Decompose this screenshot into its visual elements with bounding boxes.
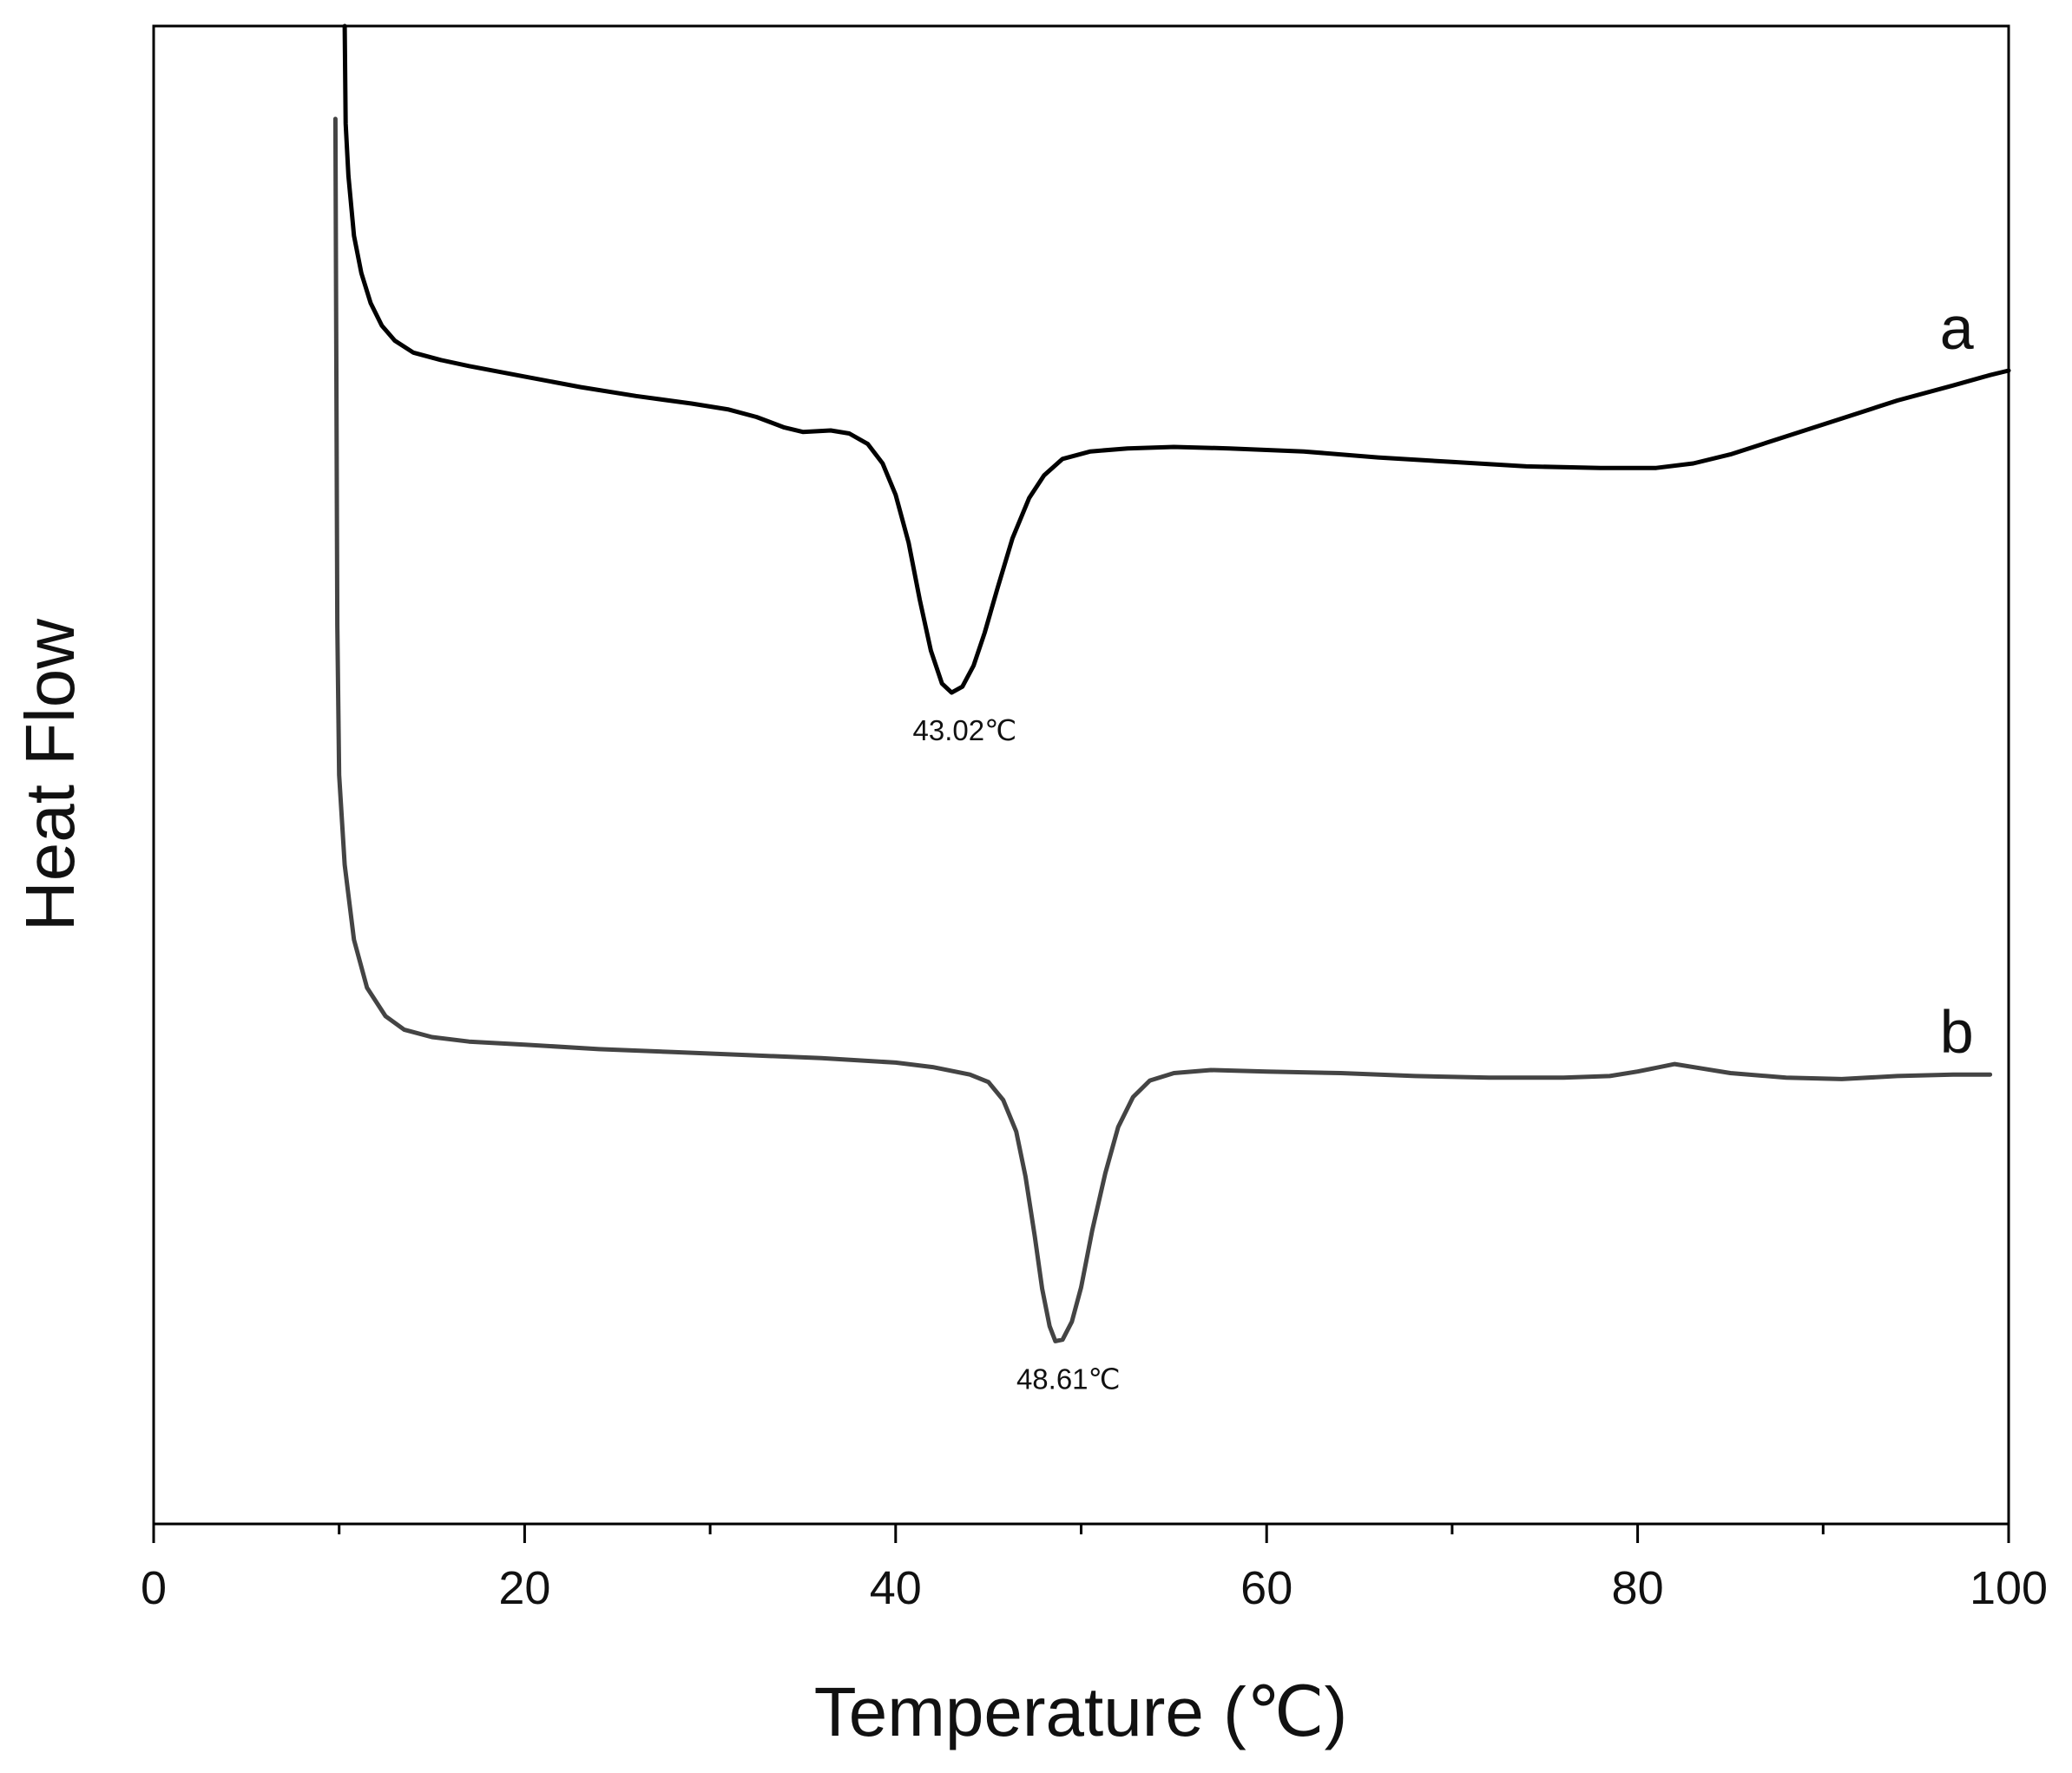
x-tick-label: 0: [141, 1562, 167, 1614]
series-line-a: [342, 23, 2011, 695]
x-tick-label: 100: [1970, 1562, 2048, 1614]
label-layer: a b 43.02℃ 48.61℃: [913, 294, 1974, 1395]
x-axis: 0 20 40 60 80 100: [141, 1524, 2048, 1614]
peak-label: 48.61℃: [1016, 1363, 1121, 1395]
series-label-a: a: [1940, 294, 1974, 362]
series-line-b: [332, 116, 1993, 1343]
x-tick-label: 40: [870, 1562, 922, 1614]
y-axis-title: Heat Flow: [11, 619, 89, 931]
series-layer: [332, 23, 2011, 1343]
series-label-b: b: [1940, 998, 1974, 1066]
x-tick-label: 20: [498, 1562, 550, 1614]
peak-label: 43.02℃: [913, 714, 1017, 746]
x-tick-label: 60: [1240, 1562, 1293, 1614]
x-tick-label: 80: [1612, 1562, 1664, 1614]
x-axis-title: Temperature (℃): [814, 1673, 1347, 1750]
plot-frame: [152, 24, 2010, 1526]
